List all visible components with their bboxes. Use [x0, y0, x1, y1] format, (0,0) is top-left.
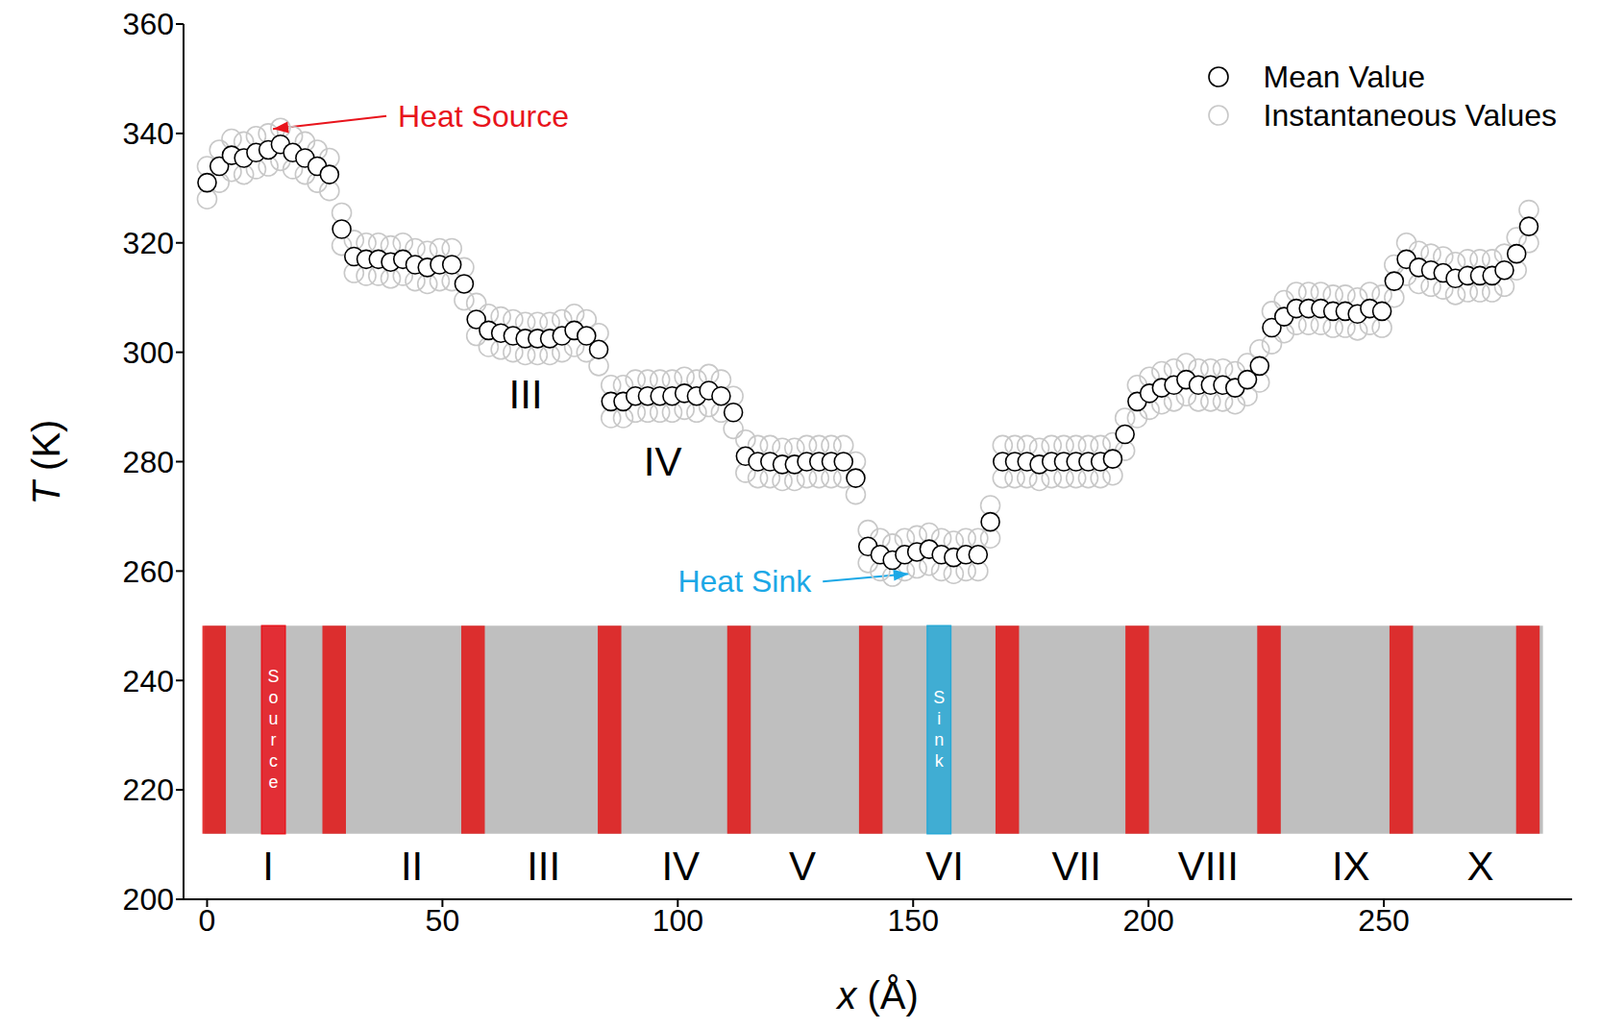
svg-text:Heat Source: Heat Source [397, 98, 569, 134]
svg-text:n: n [934, 730, 944, 750]
svg-text:V: V [788, 843, 816, 889]
svg-text:200: 200 [1122, 903, 1174, 938]
svg-text:250: 250 [1357, 903, 1409, 938]
svg-text:III: III [509, 371, 543, 418]
svg-text:II: II [400, 843, 423, 889]
svg-text:S: S [268, 666, 280, 687]
svg-text:200: 200 [123, 882, 174, 917]
svg-text:0: 0 [198, 903, 217, 938]
svg-text:X: X [1466, 843, 1494, 889]
svg-text:VIII: VIII [1178, 843, 1239, 889]
svg-text:Heat Sink: Heat Sink [677, 564, 813, 599]
svg-text:320: 320 [123, 225, 174, 261]
svg-text:300: 300 [123, 335, 174, 370]
svg-text:260: 260 [123, 554, 174, 590]
svg-text:IX: IX [1331, 843, 1371, 889]
svg-text:o: o [269, 688, 279, 708]
svg-text:240: 240 [123, 664, 174, 699]
svg-text:r: r [270, 730, 277, 750]
svg-text:VII: VII [1052, 843, 1102, 889]
svg-text:i: i [936, 709, 941, 729]
svg-text:150: 150 [887, 903, 939, 938]
svg-text:u: u [269, 709, 279, 729]
svg-text:VI: VI [925, 843, 964, 889]
html-text:(K): (K) [24, 419, 68, 481]
svg-text:k: k [935, 751, 945, 771]
html-text:Mean Value: Mean Value [1263, 59, 1426, 94]
svg-text:III: III [526, 843, 561, 889]
svg-text:100: 100 [652, 903, 704, 938]
svg-text:50: 50 [425, 903, 461, 938]
svg-text:IV: IV [643, 439, 683, 485]
html-text:Instantaneous Values: Instantaneous Values [1263, 97, 1557, 133]
svg-text:360: 360 [123, 6, 174, 42]
svg-text:280: 280 [123, 444, 174, 480]
svg-text:I: I [262, 843, 274, 889]
html-text:x (Å): x (Å) [837, 974, 919, 1017]
svg-text:c: c [269, 751, 278, 771]
svg-text:S: S [933, 688, 945, 708]
svg-text:IV: IV [661, 843, 700, 889]
html-text:T: T [24, 480, 68, 505]
svg-text:e: e [269, 772, 279, 792]
svg-text:220: 220 [123, 772, 174, 808]
svg-text:340: 340 [123, 116, 174, 151]
